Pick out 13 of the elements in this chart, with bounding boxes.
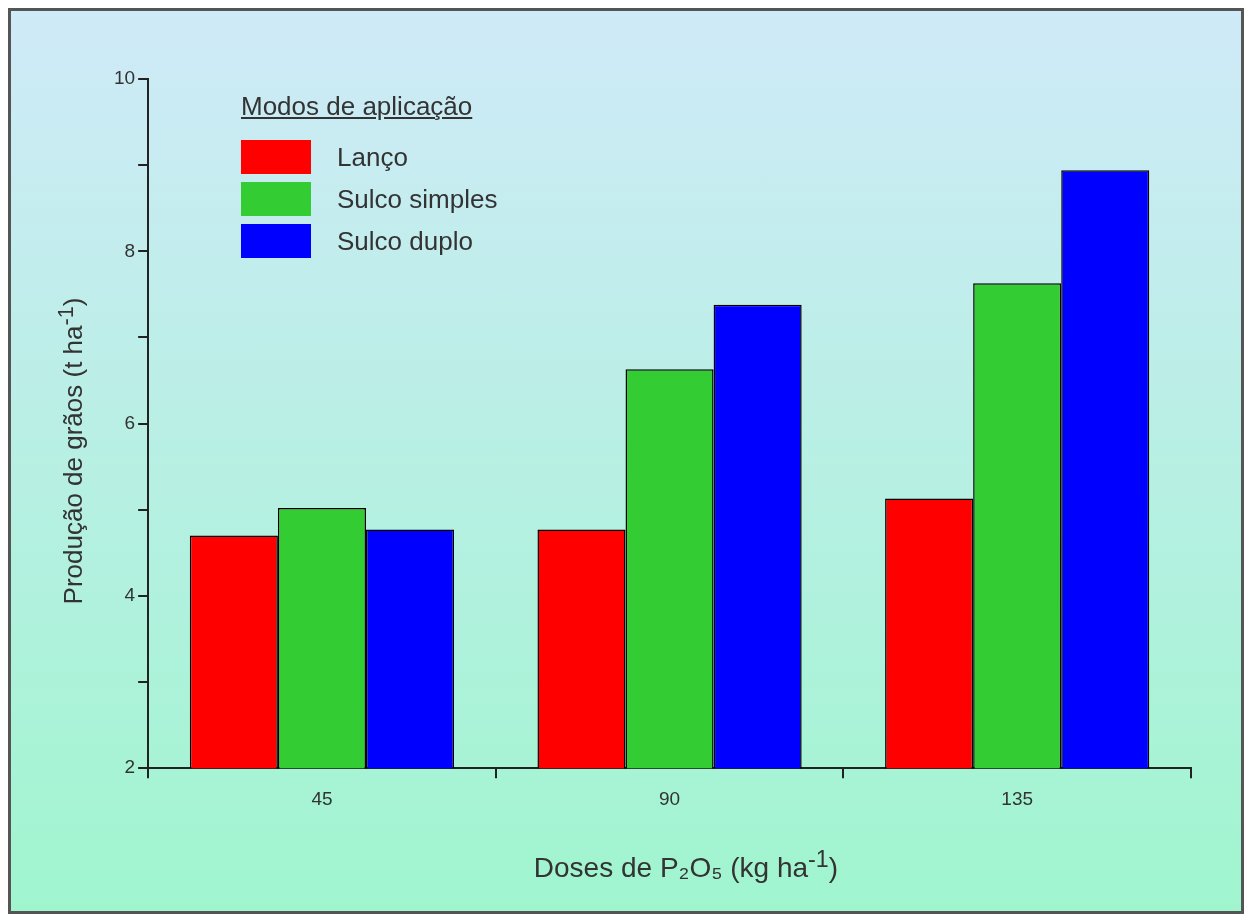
y-tick-label: 6 [124, 411, 136, 433]
y-tick-label: 10 [113, 67, 136, 89]
legend-label: Sulco duplo [337, 225, 473, 257]
x-tick-label: 135 [1001, 787, 1034, 809]
y-tick-label: 8 [124, 239, 136, 261]
y-tick-label: 2 [124, 756, 136, 778]
y-tick-label: 4 [124, 584, 136, 606]
legend-label: Sulco simples [337, 183, 498, 215]
legend-label: Lanço [337, 141, 408, 173]
legend-title: Modos de aplicação [241, 91, 474, 122]
x-tick-label: 45 [311, 787, 333, 809]
x-axis-title: Doses de P₂O₅ (kg ha$^{-1}$) [532, 846, 840, 885]
x-tick-label: 90 [659, 787, 681, 809]
